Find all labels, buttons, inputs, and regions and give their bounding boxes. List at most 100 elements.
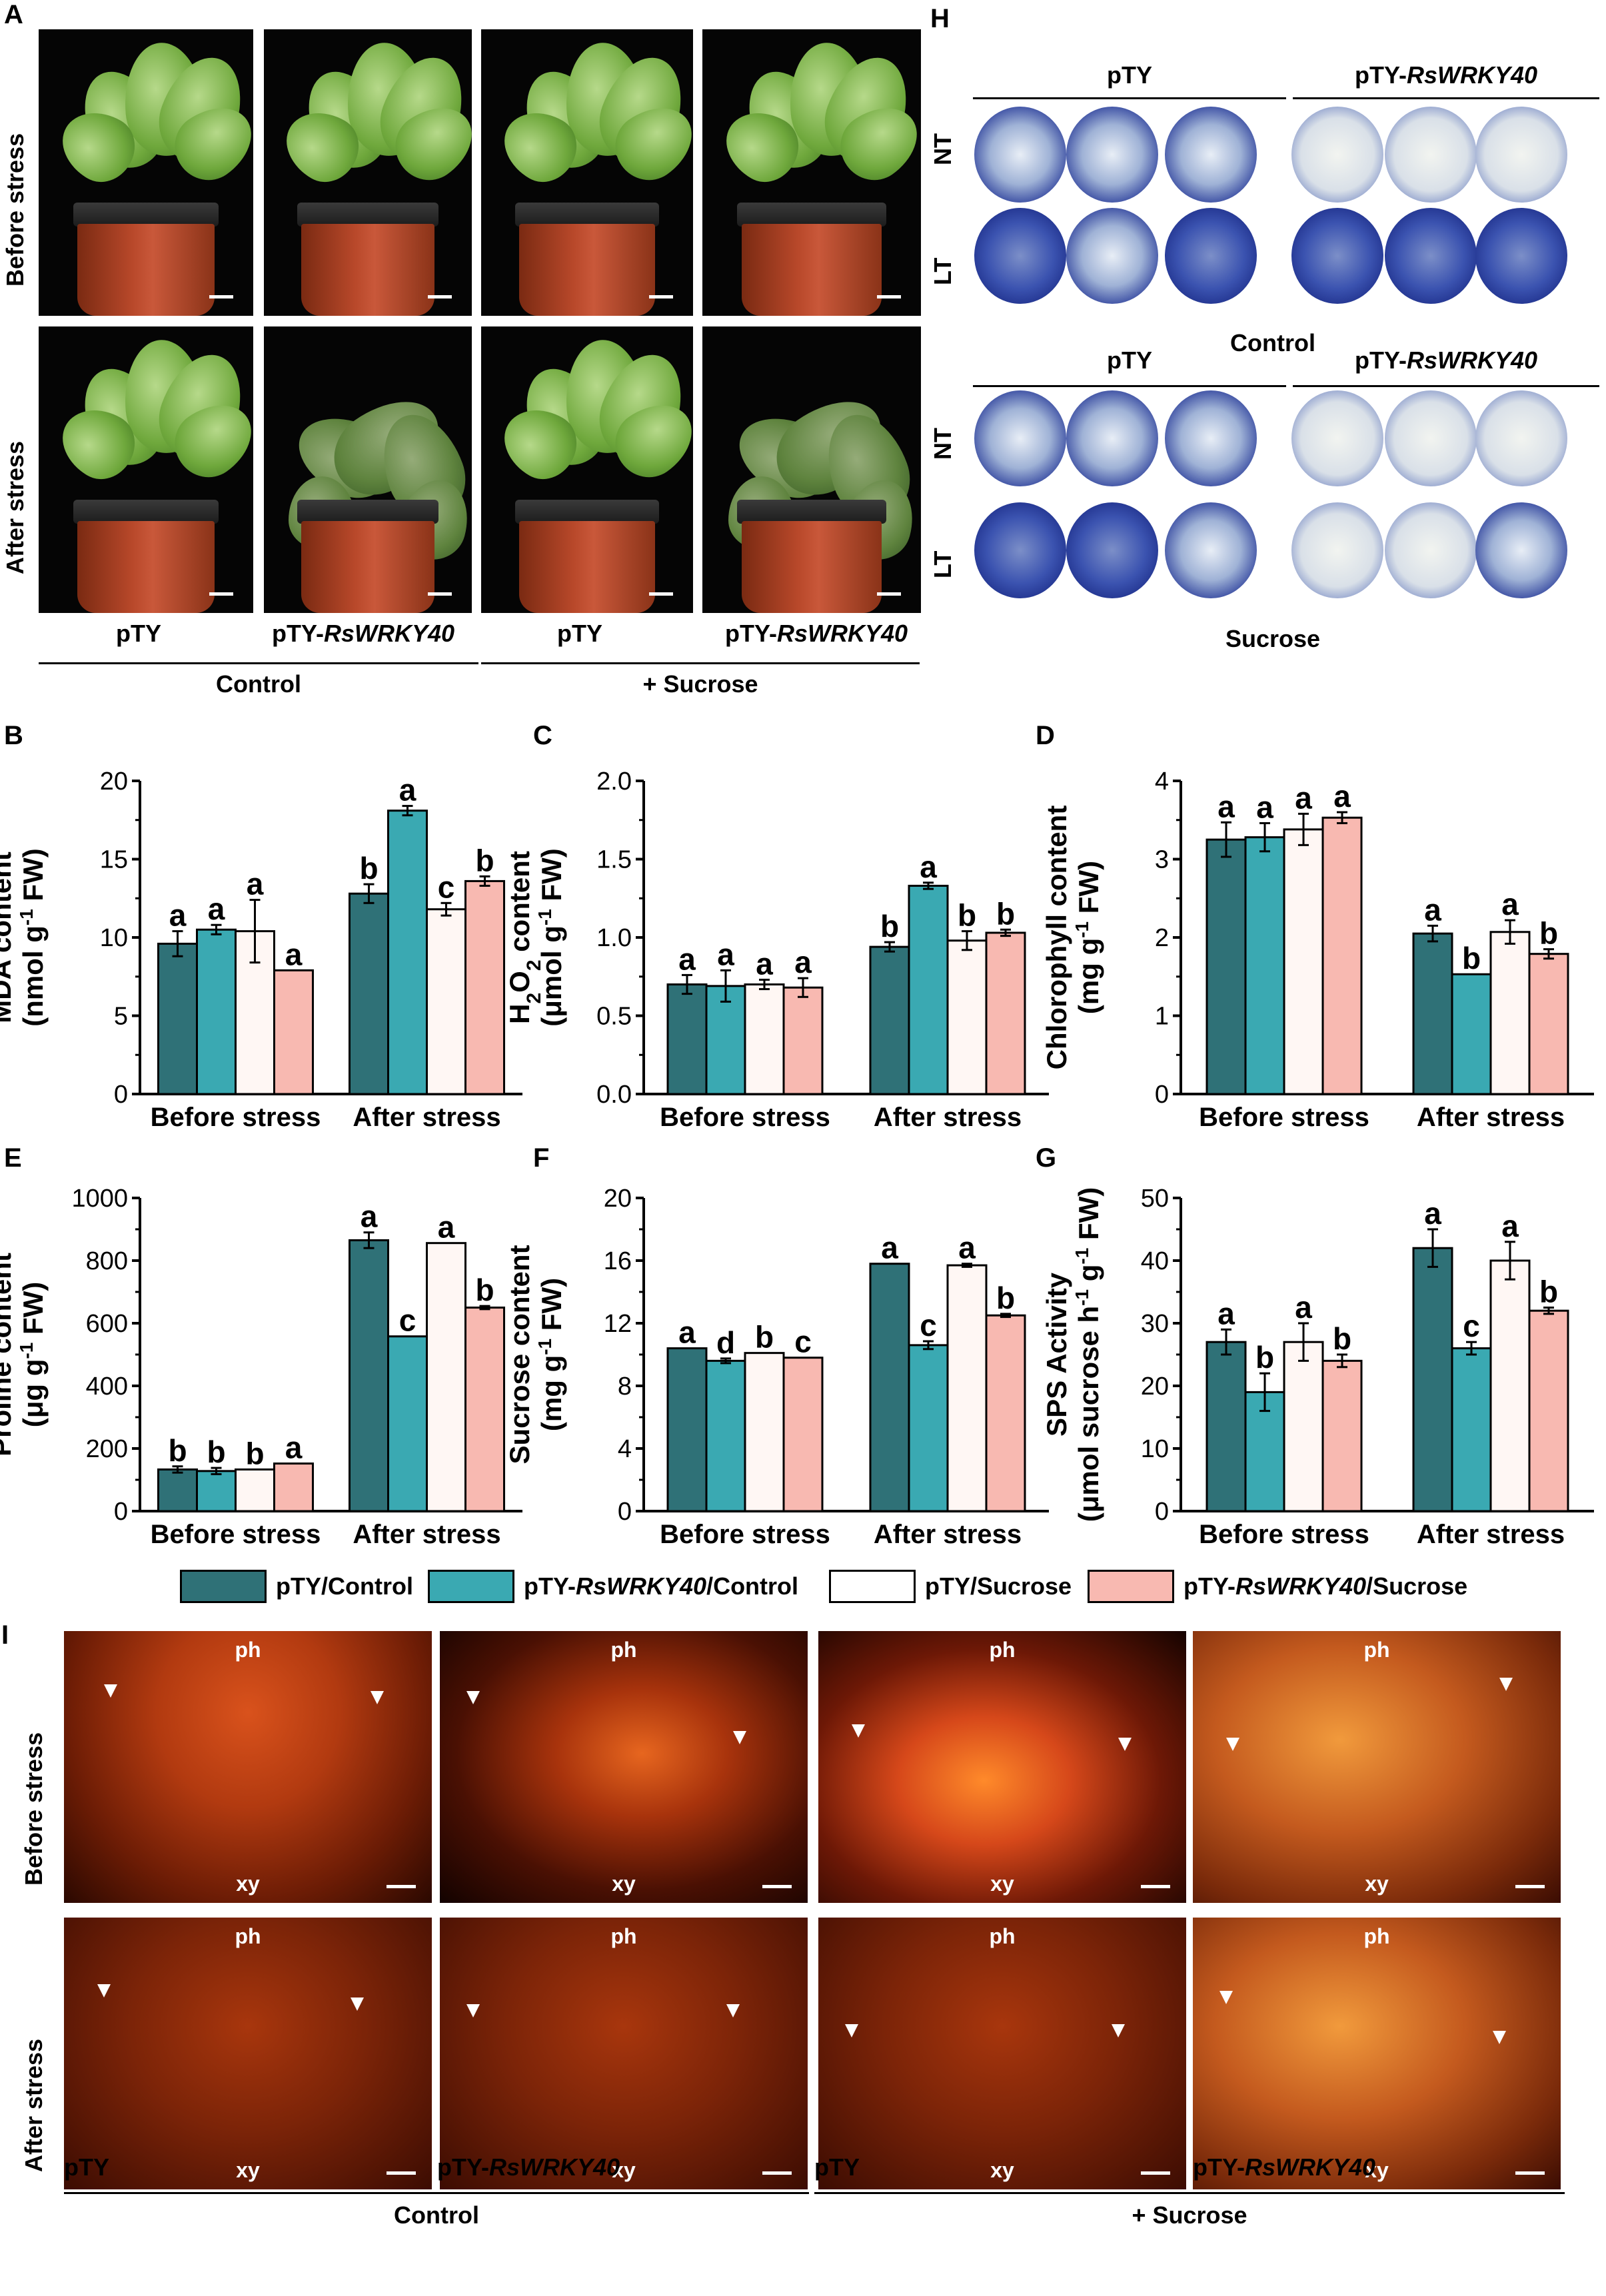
chart-D-letter-0-3: a xyxy=(1333,779,1351,814)
chart-E-bar-0-3 xyxy=(273,1462,314,1512)
leaf-disc-18 xyxy=(1475,390,1567,486)
chart-B-ylabel-line1: MDA content xyxy=(0,852,17,1023)
arrowhead-4-1 xyxy=(1226,1738,1239,1751)
arrowhead-7-1 xyxy=(845,2024,858,2037)
pot-rim-6 xyxy=(297,500,439,524)
chart-G-bar-0-3 xyxy=(1321,1359,1363,1512)
chart-D-ylabel-line1: Chlorophyll content xyxy=(1041,806,1072,1070)
panel-h-line-2 xyxy=(1293,97,1599,99)
chart-C-bar-1-3 xyxy=(985,931,1026,1095)
panel-label-i: I xyxy=(1,1620,9,1650)
chart-D-ytick-label-2: 2 xyxy=(1155,924,1169,952)
leaf-disc-19 xyxy=(974,502,1066,598)
chart-F-category-1: After stress xyxy=(874,1520,1022,1549)
scale-bar-i-3 xyxy=(1141,1885,1170,1888)
chart-C-letter-1-2: b xyxy=(958,898,976,933)
xy-label-4: xy xyxy=(1365,1872,1389,1896)
arrowhead-1-1 xyxy=(104,1684,117,1698)
chart-F-letter-1-0: a xyxy=(881,1231,898,1265)
chart-E-letter-0-3: a xyxy=(285,1431,303,1465)
chart-G-letter-0-3: b xyxy=(1333,1321,1351,1356)
fluorescence-image-3: ph xy xyxy=(818,1631,1186,1903)
chart-E-ytick-label-1: 200 xyxy=(86,1435,128,1463)
chart-E-category-1: After stress xyxy=(353,1520,500,1549)
panel-h-group-label-sucrose: Sucrose xyxy=(1225,625,1321,652)
pot-rim-8 xyxy=(737,500,886,524)
panel-i-col-label-1: pTY xyxy=(64,2153,109,2181)
xy-label-1: xy xyxy=(236,1872,260,1896)
chart-E-ylabel-line2: (μg g-1 FW) xyxy=(16,1282,49,1428)
chart-F-bar-0-2 xyxy=(744,1352,785,1512)
arrowhead-6-1 xyxy=(466,2004,480,2017)
pot-rim-1 xyxy=(73,203,219,227)
fluorescence-image-2: ph xy xyxy=(440,1631,808,1903)
fluorescence-image-7: ph xy xyxy=(818,1918,1186,2189)
chart-E-letter-1-3: b xyxy=(475,1273,494,1307)
scale-bar-a-5 xyxy=(209,592,233,596)
chart-B-bar-1-1 xyxy=(387,810,428,1095)
ph-label-5: ph xyxy=(235,1924,261,1948)
chart-E-bar-1-2 xyxy=(426,1242,466,1512)
plant-photo-7 xyxy=(481,326,693,613)
chart-G-ylabel-line2: (μmol sucrose h-1 g-1 FW) xyxy=(1072,1187,1105,1522)
scale-bar-a-4 xyxy=(877,295,901,298)
pot-rim-7 xyxy=(514,500,660,524)
panel-i-row-label-after: After stress xyxy=(20,2038,47,2172)
panel-a-col-label-1: pTY xyxy=(116,620,161,647)
chart-G-ytick-label-0: 0 xyxy=(1155,1498,1169,1526)
chart-G-ytick-label-1: 10 xyxy=(1141,1435,1169,1463)
chart-E-ytick-label-3: 600 xyxy=(86,1310,128,1338)
chart-D-bar-0-0 xyxy=(1205,838,1247,1095)
xy-label-2: xy xyxy=(612,1872,636,1896)
leaf-disc-8 xyxy=(1066,208,1158,304)
panel-label-c: C xyxy=(533,721,552,750)
chart-C-category-1: After stress xyxy=(874,1103,1022,1132)
chart-D-letter-0-2: a xyxy=(1295,780,1312,815)
chart-B-bar-0-3 xyxy=(273,969,314,1095)
pot-rim-3 xyxy=(514,203,660,227)
chart-G-letter-1-3: b xyxy=(1539,1275,1558,1309)
chart-D-category-0: Before stress xyxy=(1199,1103,1369,1132)
fluorescence-image-1: ph xy xyxy=(64,1631,432,1903)
chart-E-letter-0-0: b xyxy=(168,1433,187,1468)
pot-6 xyxy=(301,521,434,613)
leaf-disc-16 xyxy=(1291,390,1383,486)
leaf-disc-14 xyxy=(1066,390,1158,486)
chart-F-ylabel-line1: Sucrose content xyxy=(504,1245,535,1464)
panel-h-group-label-control: Control xyxy=(1230,329,1315,356)
chart-B-ytick-label-1: 5 xyxy=(114,1003,128,1031)
leaf-disc-22 xyxy=(1291,502,1383,598)
chart-D-ylabel-line2: (mg g-1 FW) xyxy=(1072,861,1105,1014)
chart-B-letter-1-2: c xyxy=(438,869,455,904)
leaf-disc-9 xyxy=(1165,208,1257,304)
chart-F-bar-1-2 xyxy=(946,1264,988,1512)
chart-F-bar-1-3 xyxy=(985,1314,1026,1512)
scale-bar-a-6 xyxy=(428,592,452,596)
panel-label-e: E xyxy=(4,1143,22,1173)
legend-item-4: pTY- RsWRKY40/Sucrose xyxy=(1088,1570,1467,1603)
chart-C-letter-1-1: a xyxy=(920,850,937,884)
legend-swatch-2 xyxy=(428,1570,514,1603)
chart-D-bar-0-2 xyxy=(1283,828,1324,1095)
arrowhead-5-2 xyxy=(351,1998,364,2011)
chart-B-letter-0-1: a xyxy=(208,891,225,926)
chart-G-letter-0-0: a xyxy=(1217,1296,1235,1331)
scale-bar-a-8 xyxy=(877,592,901,596)
leaf-disc-7 xyxy=(974,208,1066,304)
chart-C-category-0: Before stress xyxy=(660,1103,830,1132)
ph-label-2: ph xyxy=(610,1638,637,1662)
legend-swatch-1 xyxy=(180,1570,267,1603)
leaf-disc-3 xyxy=(1165,107,1257,203)
chart-E-bar-0-1 xyxy=(196,1470,237,1512)
legend-swatch-3 xyxy=(829,1570,916,1603)
chart-G-letter-0-2: a xyxy=(1295,1290,1312,1325)
panel-a-group-line-sucrose xyxy=(481,662,920,664)
chart-F-letter-0-0: a xyxy=(678,1315,696,1350)
chart-C-bar-0-3 xyxy=(782,986,824,1095)
chart-F-ytick-label-0: 0 xyxy=(618,1498,632,1526)
panel-label-g: G xyxy=(1036,1143,1057,1173)
chart-B-ytick-label-3: 15 xyxy=(100,846,128,874)
